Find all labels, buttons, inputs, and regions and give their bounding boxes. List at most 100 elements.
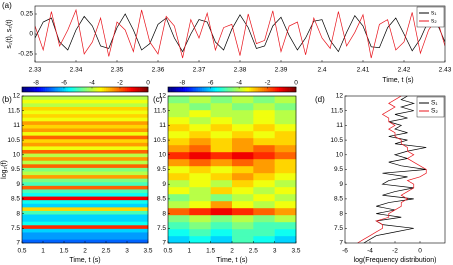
- colorbar-segment: [223, 87, 226, 92]
- colorbar-segment: [30, 87, 33, 92]
- series-line: [35, 13, 445, 53]
- x-tick-label: 2.5: [249, 248, 258, 255]
- heatmap-cell: [274, 214, 297, 223]
- x-tick-label: 3.5: [291, 248, 300, 255]
- heatmap-cell: [168, 116, 190, 125]
- heatmap-cell: [210, 214, 233, 223]
- colorbar-segment: [268, 87, 271, 92]
- colorbar-segment: [221, 87, 224, 92]
- colorbar-segment: [236, 87, 239, 92]
- heatmap-cell: [253, 221, 275, 230]
- colorbar-segment: [195, 87, 199, 92]
- colorbar-frame: [21, 86, 149, 93]
- colorbar-tick-label: -6: [61, 80, 67, 87]
- y-tick-label: 10.5: [153, 137, 166, 144]
- colorbar-segment: [238, 87, 241, 92]
- colorbar-segment: [178, 87, 182, 92]
- x-tick-label: 1: [41, 248, 45, 255]
- heatmap-cell: [253, 95, 275, 104]
- heatmap-cell: [210, 207, 233, 216]
- legend-label: s₂: [431, 18, 437, 25]
- colorbar-tick-label: 0: [146, 80, 150, 87]
- colorbar-segment: [225, 87, 229, 92]
- colorbar-segment: [255, 87, 258, 92]
- y-tick-label: 11: [13, 122, 20, 129]
- colorbar-segment: [114, 87, 117, 92]
- heatmap-cell: [232, 123, 254, 132]
- x-tick-label: 1: [188, 248, 192, 255]
- heatmap-cell: [253, 165, 275, 174]
- colorbar-tick-label: -8: [179, 80, 185, 87]
- colorbar-segment: [180, 87, 184, 92]
- x-tick-label: -6: [342, 248, 348, 255]
- y-tick-label: 7: [16, 240, 20, 247]
- y-tick-label: 7.5: [11, 225, 20, 232]
- colorbar-segment: [244, 87, 248, 92]
- legend-box: [416, 6, 445, 28]
- heatmap-cell: [189, 228, 211, 237]
- panel-label: (a): [2, 1, 12, 10]
- colorbar-segment: [206, 87, 209, 92]
- colorbar-segment: [185, 87, 188, 92]
- heatmap-cell: [274, 116, 297, 125]
- x-axis-label: Time, t (s): [69, 257, 100, 264]
- heatmap-cell: [22, 124, 149, 129]
- colorbar-segment: [78, 87, 82, 92]
- heatmap-cell: [232, 214, 254, 223]
- colorbar-segment: [227, 87, 231, 92]
- colorbar-segment: [229, 87, 233, 92]
- colorbar-segment: [57, 87, 61, 92]
- heatmap-cell: [253, 207, 275, 216]
- heatmap-cell: [22, 178, 149, 183]
- colorbar-segment: [141, 87, 145, 92]
- heatmap-cell: [168, 221, 190, 230]
- y-tick-label: 7.5: [157, 225, 166, 232]
- colorbar-segment: [217, 87, 220, 92]
- heatmap-cell: [210, 123, 233, 132]
- colorbar-segment: [70, 87, 73, 92]
- colorbar-segment: [234, 87, 237, 92]
- y-tick-label: 11.5: [154, 107, 167, 114]
- colorbar-segment: [66, 87, 69, 92]
- heatmap-cell: [22, 206, 149, 211]
- heatmap-cell: [210, 95, 233, 104]
- colorbar-segment: [108, 87, 111, 92]
- heatmap-cell: [232, 172, 254, 181]
- colorbar-tick-label: -6: [208, 80, 214, 87]
- heatmap-cell: [253, 151, 275, 160]
- colorbar-tick-label: -8: [33, 80, 39, 87]
- heatmap-cell: [22, 153, 149, 158]
- colorbar-segment: [197, 87, 201, 92]
- heatmap-cell: [232, 165, 254, 174]
- heatmap-cell: [210, 172, 233, 181]
- heatmap-cell: [253, 109, 275, 118]
- heatmap-cell: [274, 151, 297, 160]
- heatmap-cell: [168, 130, 190, 139]
- y-tick-label: -0.25: [18, 51, 33, 58]
- heatmap-cell: [210, 102, 233, 111]
- heatmap-cell: [210, 193, 233, 202]
- colorbar-segment: [87, 87, 90, 92]
- y-tick-label: 8: [162, 210, 166, 217]
- heatmap-cell: [22, 192, 149, 197]
- x-tick-label: 1.5: [206, 248, 215, 255]
- colorbar-segment: [106, 87, 109, 92]
- heatmap-cell: [232, 186, 254, 195]
- colorbar-segment: [45, 87, 48, 92]
- heatmap-cell: [22, 138, 149, 143]
- heatmap-cell: [232, 95, 254, 104]
- y-tick-label: 12: [159, 93, 167, 100]
- heatmap-cell: [274, 221, 297, 230]
- y-tick-label: 9: [162, 181, 166, 188]
- y-tick-label: 12: [336, 93, 344, 100]
- heatmap-cell: [210, 235, 233, 244]
- heatmap-cell: [22, 135, 149, 140]
- legend-label: s₁: [431, 10, 437, 17]
- y-tick-label: 10: [159, 152, 167, 159]
- colorbar-segment: [172, 87, 175, 92]
- y-tick-label: 10: [336, 152, 344, 159]
- heatmap-cell: [210, 144, 233, 153]
- colorbar-segment: [47, 87, 50, 92]
- colorbar-segment: [240, 87, 243, 92]
